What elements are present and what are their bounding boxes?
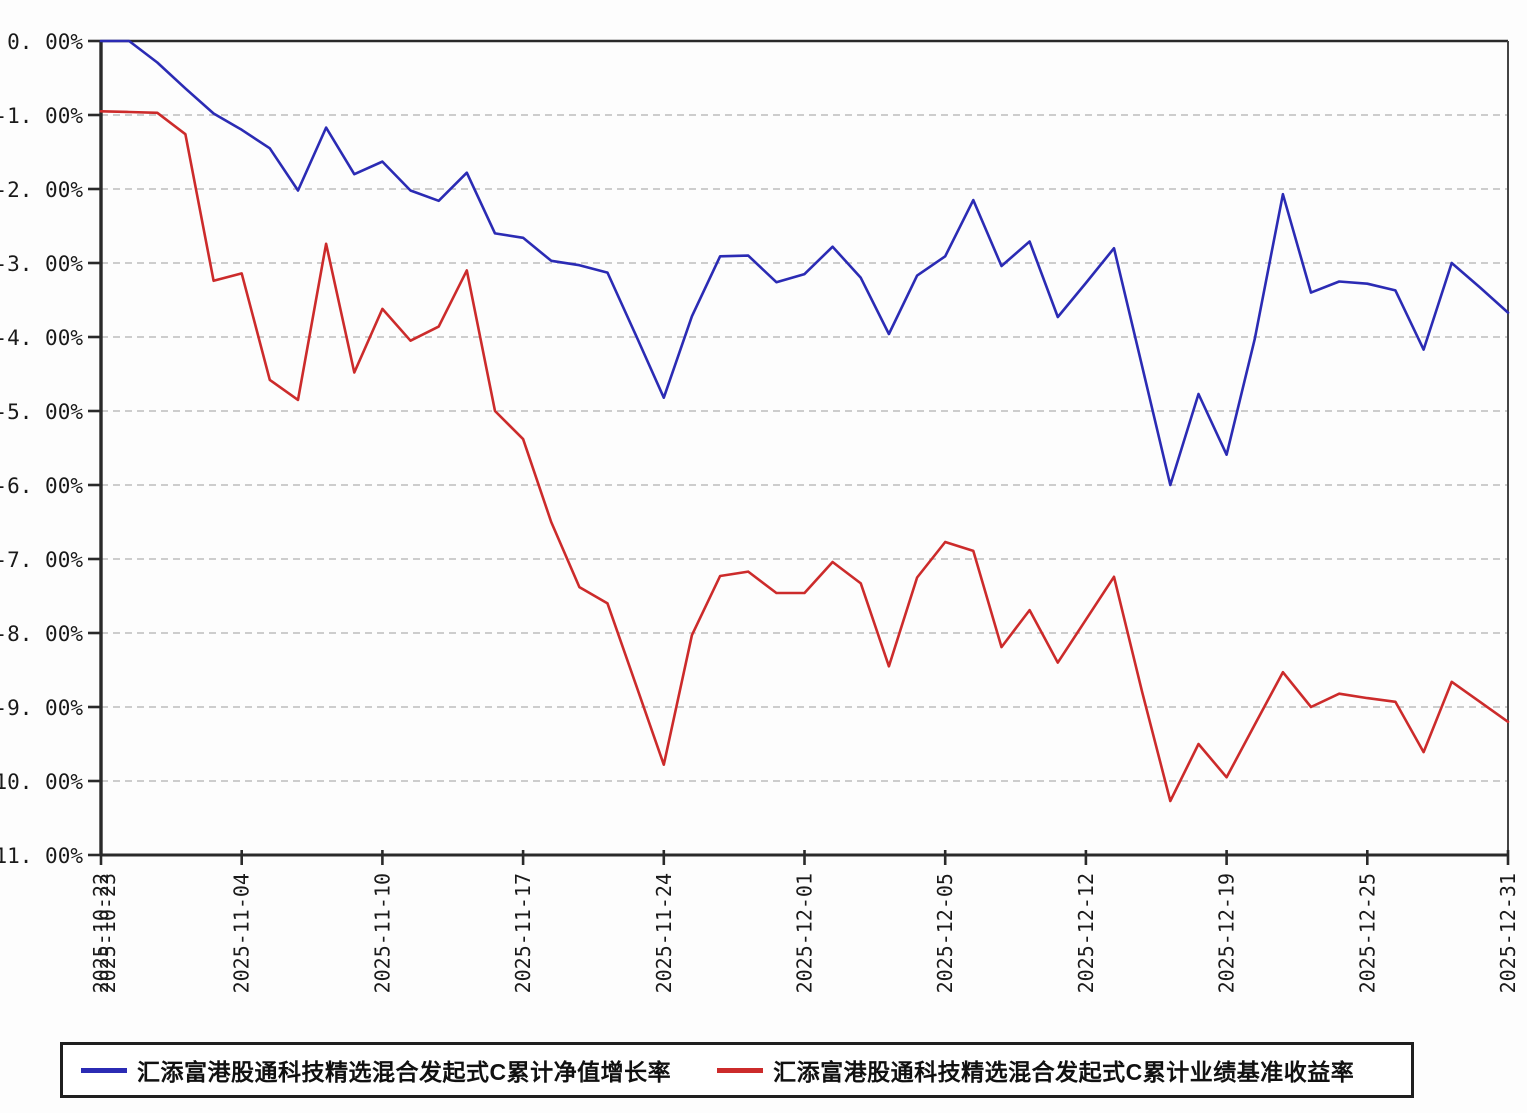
series-line-nav-growth — [99, 39, 1510, 487]
x-axis-label: 2025-10-22 — [89, 873, 113, 993]
y-axis-label: -3. 00% — [0, 252, 83, 276]
y-axis-label: -11. 00% — [0, 844, 83, 868]
y-axis-label: -6. 00% — [0, 474, 83, 498]
x-axis-label: 2025-11-24 — [652, 873, 676, 993]
y-axis-label: -7. 00% — [0, 548, 83, 572]
x-axis-label: 2025-12-12 — [1074, 873, 1098, 993]
x-axis-label: 2025-12-19 — [1215, 873, 1239, 993]
legend-line-swatch-red — [717, 1067, 764, 1073]
x-axis-label: 2025-12-05 — [933, 873, 957, 993]
legend: 汇添富港股通科技精选混合发起式C累计净值增长率 汇添富港股通科技精选混合发起式C… — [60, 1042, 1414, 1098]
legend-item-benchmark: 汇添富港股通科技精选混合发起式C累计业绩基准收益率 — [717, 1053, 1354, 1087]
y-axis-label: -10. 00% — [0, 770, 83, 794]
x-axis-label: 2025-11-04 — [230, 873, 254, 993]
x-axis-label: 2025-12-31 — [1496, 873, 1520, 993]
y-axis-label: -8. 00% — [0, 622, 83, 646]
y-axis-label: -5. 00% — [0, 400, 83, 424]
legend-item-nav-growth: 汇添富港股通科技精选混合发起式C累计净值增长率 — [81, 1053, 671, 1087]
x-axis-label: 2025-12-01 — [793, 873, 817, 993]
x-axis-label: 2025-11-10 — [370, 873, 394, 993]
y-axis-label: -4. 00% — [0, 326, 83, 350]
x-axis-label-overlap: 2025-10-23 — [96, 873, 120, 993]
y-axis-label: -2. 00% — [0, 178, 83, 202]
series-line-benchmark — [99, 110, 1510, 803]
y-axis-label: -1. 00% — [0, 104, 83, 128]
y-axis-label: -9. 00% — [0, 696, 83, 720]
x-axis-label: 2025-11-17 — [511, 873, 535, 993]
legend-label-nav-growth: 汇添富港股通科技精选混合发起式C累计净值增长率 — [137, 1059, 672, 1085]
legend-label-benchmark: 汇添富港股通科技精选混合发起式C累计业绩基准收益率 — [773, 1059, 1355, 1085]
x-axis-label: 2025-12-25 — [1355, 873, 1379, 993]
y-axis-label: 0. 00% — [7, 30, 83, 54]
legend-line-swatch-blue — [81, 1067, 127, 1073]
